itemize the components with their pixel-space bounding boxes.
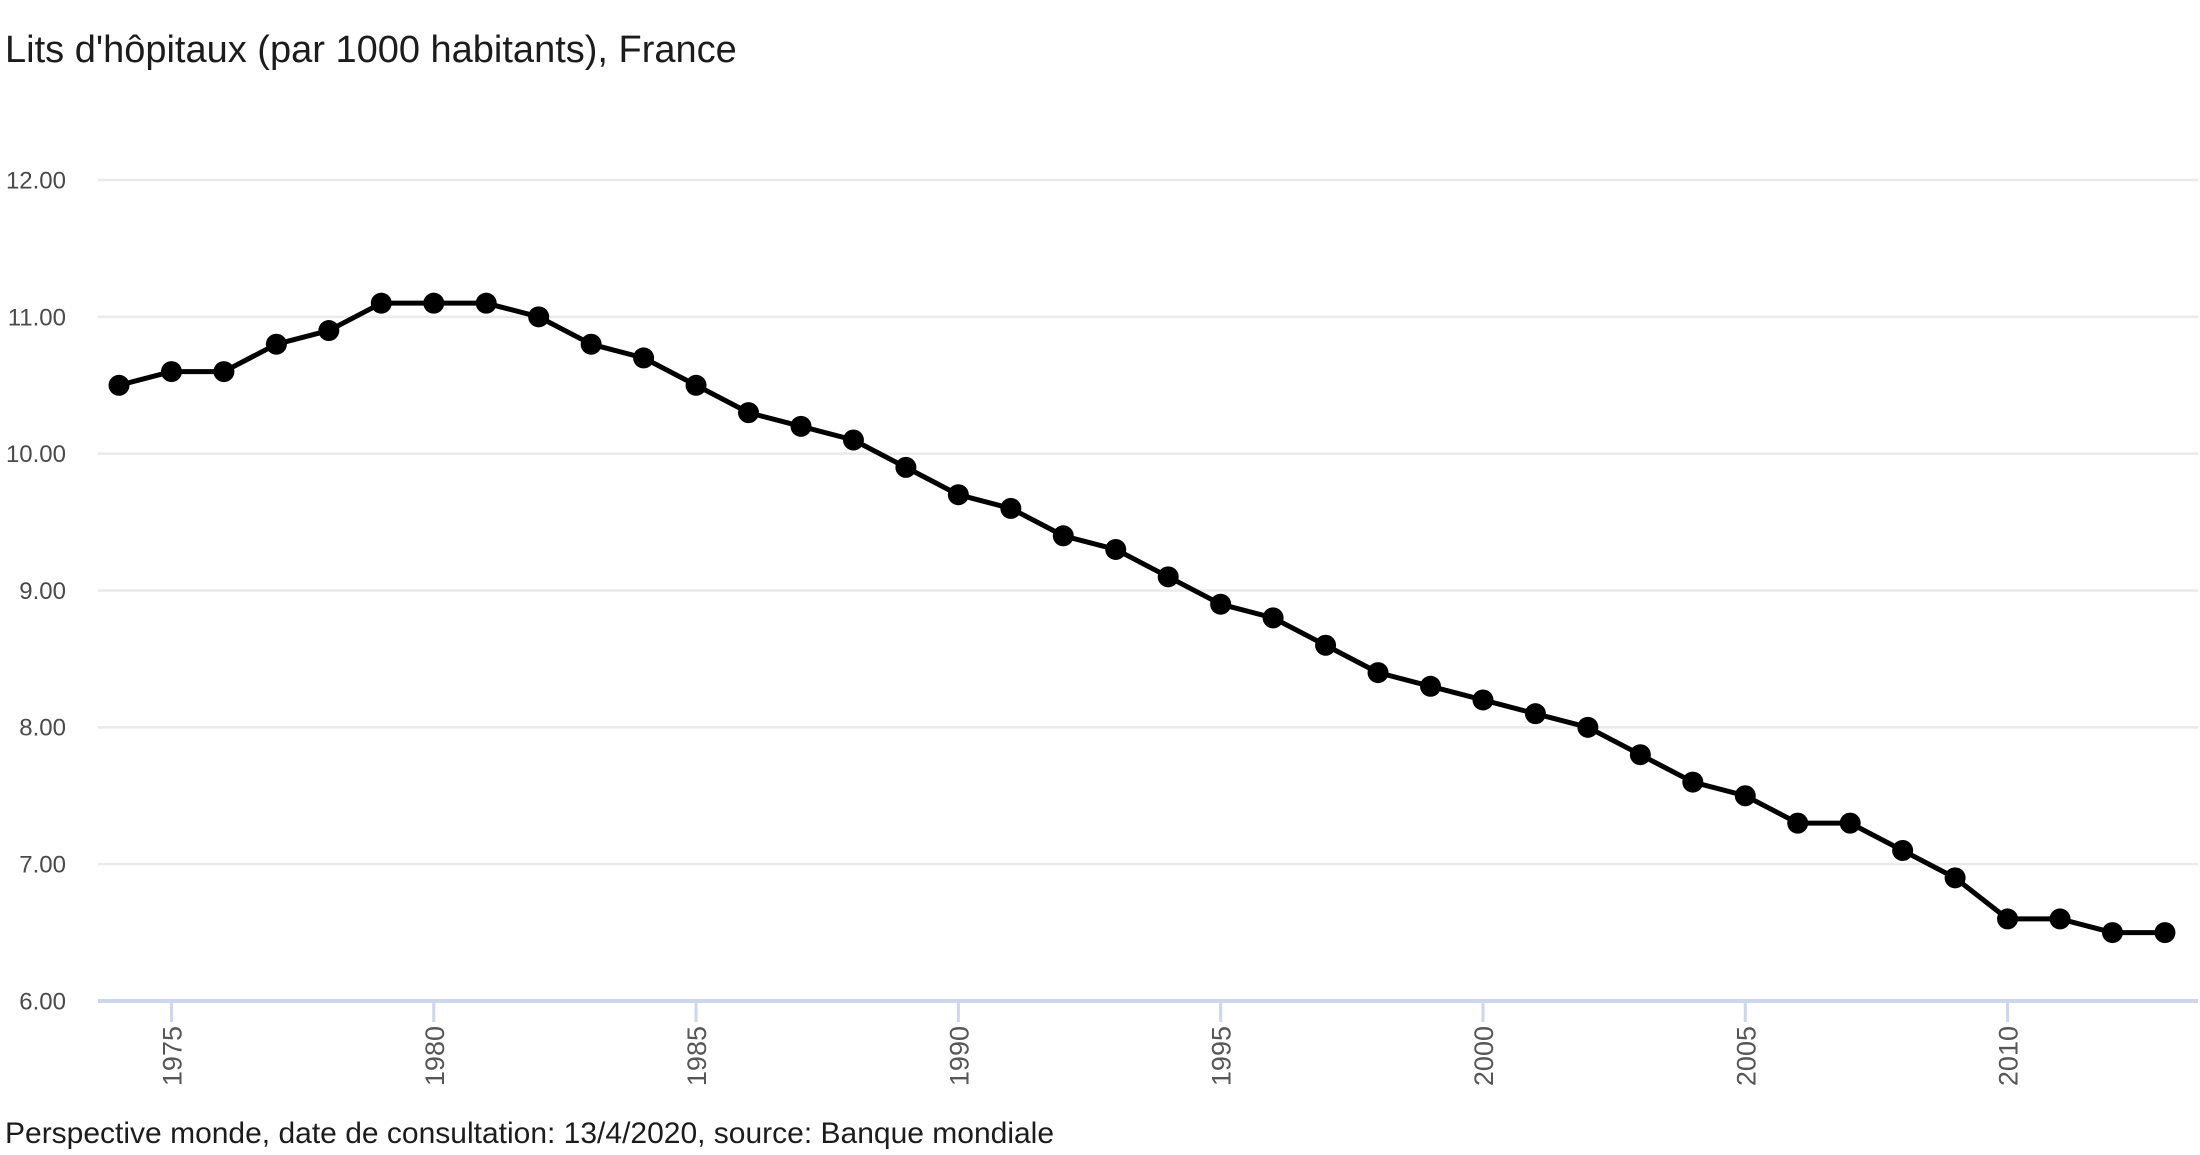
data-point-2004 [1682, 771, 1704, 793]
data-point-1975 [160, 361, 182, 383]
data-point-1993 [1105, 538, 1127, 560]
chart-title: Lits d'hôpitaux (par 1000 habitants), Fr… [5, 29, 737, 71]
data-point-1990 [947, 484, 969, 506]
data-line [116, 300, 2168, 936]
data-point-2007 [1839, 812, 1861, 834]
data-point-2005 [1734, 785, 1756, 807]
x-tick-label: 1990 [944, 1026, 974, 1086]
data-point-1988 [842, 429, 864, 451]
y-tick-label: 11.00 [8, 304, 66, 331]
data-point-1995 [1210, 593, 1232, 615]
y-tick-label: 9.00 [19, 578, 66, 605]
x-tick-label: 2005 [1731, 1026, 1761, 1086]
x-tick-label: 1995 [1207, 1026, 1237, 1086]
data-point-1986 [738, 402, 760, 424]
data-point-2011 [2049, 908, 2071, 930]
data-point-1979 [370, 292, 392, 314]
data-point-2006 [1787, 812, 1809, 834]
data-point-2010 [1997, 908, 2019, 930]
data-point-2013 [2154, 922, 2176, 944]
data-point-1984 [633, 347, 655, 369]
y-tick-label: 8.00 [19, 715, 66, 742]
y-tick-label: 7.00 [19, 852, 66, 879]
y-tick-label: 10.00 [6, 441, 66, 468]
data-point-2009 [1944, 867, 1966, 889]
data-point-2000 [1472, 689, 1494, 711]
x-tick-label: 2010 [1994, 1026, 2024, 1086]
data-point-1985 [685, 374, 707, 396]
data-point-1977 [265, 333, 287, 355]
data-point-1997 [1315, 634, 1337, 656]
data-point-1976 [213, 361, 235, 383]
data-point-1998 [1367, 662, 1389, 684]
x-tick-label: 2000 [1469, 1026, 1499, 1086]
data-point-1980 [423, 292, 445, 314]
data-point-1991 [1000, 497, 1022, 519]
x-tick-label: 1975 [157, 1026, 187, 1086]
source-note: Perspective monde, date de consultation:… [5, 1117, 1055, 1150]
data-point-2002 [1577, 716, 1599, 738]
data-point-1999 [1420, 675, 1441, 697]
data-point-1987 [790, 415, 812, 437]
y-tick-label: 6.00 [19, 988, 66, 1015]
data-point-1974 [108, 374, 130, 396]
data-point-1978 [318, 320, 340, 342]
x-tick-label: 1980 [420, 1026, 450, 1086]
data-point-2001 [1524, 703, 1546, 725]
data-point-1994 [1157, 566, 1179, 588]
x-tick-label: 1985 [682, 1026, 712, 1086]
data-point-2012 [2101, 922, 2123, 944]
data-point-1983 [580, 333, 602, 355]
data-point-1992 [1052, 525, 1074, 547]
data-point-1981 [475, 292, 497, 314]
data-point-1982 [528, 306, 550, 328]
data-point-1989 [895, 456, 917, 478]
y-tick-label: 12.00 [6, 167, 66, 194]
data-point-1996 [1262, 607, 1284, 629]
data-point-2003 [1629, 744, 1651, 766]
data-point-2008 [1892, 839, 1914, 861]
